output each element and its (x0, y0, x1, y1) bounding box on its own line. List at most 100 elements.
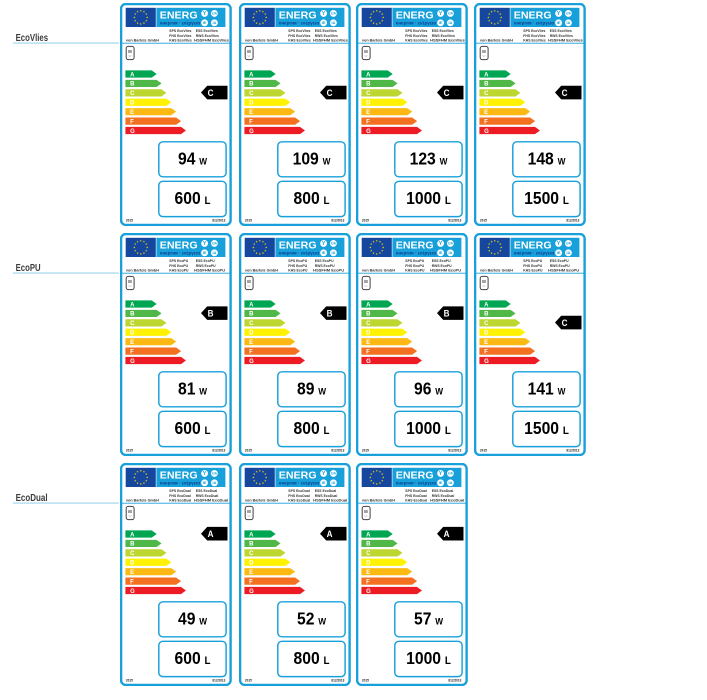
svg-text:A: A (326, 529, 332, 540)
svg-text:KHS EcoVlies: KHS EcoVlies (523, 39, 546, 43)
svg-text:600: 600 (175, 418, 201, 438)
svg-text:KHS EcoVlies: KHS EcoVlies (170, 39, 193, 43)
svg-text:2015: 2015 (244, 219, 251, 223)
svg-text:FHS EcoDual: FHS EcoDual (405, 494, 427, 498)
svg-text:von Bartels GmbH: von Bartels GmbH (244, 39, 277, 43)
svg-text:ENERG: ENERG (160, 11, 198, 22)
svg-text:KHS EcoDual: KHS EcoDual (288, 498, 310, 502)
svg-text:141: 141 (528, 378, 554, 398)
svg-text:von Bartels GmbH: von Bartels GmbH (244, 269, 277, 273)
svg-text:C: C (562, 88, 568, 99)
svg-text:енергия · ενέργεια: енергия · ενέργεια (160, 251, 200, 256)
svg-text:D: D (249, 331, 254, 337)
svg-text:2015: 2015 (244, 678, 251, 682)
svg-text:RWS EcoPU: RWS EcoPU (314, 264, 334, 268)
svg-text:D: D (484, 101, 489, 107)
svg-text:E: E (484, 110, 488, 116)
svg-text:HSSFHM EcoVlies: HSSFHM EcoVlies (430, 39, 465, 43)
svg-text:IJA: IJA (212, 242, 218, 246)
svg-text:L: L (563, 195, 569, 207)
svg-text:812/2013: 812/2013 (331, 449, 344, 453)
svg-text:SPS EcoPU: SPS EcoPU (523, 259, 542, 263)
svg-text:E: E (130, 110, 134, 116)
svg-text:A: A (366, 532, 371, 538)
svg-text:HSSFHM EcoPU: HSSFHM EcoPU (195, 269, 226, 273)
svg-text:F: F (249, 119, 253, 125)
svg-text:IJA: IJA (448, 12, 454, 16)
svg-text:W: W (440, 156, 448, 166)
svg-text:ESS EcoVlies: ESS EcoVlies (196, 29, 218, 33)
svg-text:HSSFHM EcoVlies: HSSFHM EcoVlies (195, 39, 230, 43)
svg-text:ESS EcoPU: ESS EcoPU (196, 259, 215, 263)
svg-text:A: A (208, 529, 214, 540)
svg-text:IE: IE (203, 481, 207, 485)
svg-text:W: W (435, 386, 443, 396)
svg-text:von Bartels GmbH: von Bartels GmbH (480, 39, 513, 43)
svg-text:IJA: IJA (330, 242, 336, 246)
svg-text:C: C (249, 91, 254, 97)
svg-text:Y: Y (321, 241, 325, 247)
svg-text:IA: IA (449, 251, 453, 255)
svg-text:G: G (130, 359, 135, 365)
svg-text:SPS EcoVlies: SPS EcoVlies (523, 29, 545, 33)
svg-text:ESS EcoVlies: ESS EcoVlies (432, 29, 454, 33)
svg-text:2015: 2015 (126, 219, 133, 223)
svg-text:812/2013: 812/2013 (566, 449, 579, 453)
svg-text:96: 96 (414, 378, 432, 398)
svg-text:енергия · ενέργεια: енергия · ενέργεια (278, 21, 318, 26)
svg-text:IA: IA (213, 21, 217, 25)
svg-text:G: G (130, 129, 135, 135)
svg-text:енергия · ενέργεια: енергия · ενέργεια (514, 21, 554, 26)
svg-text:IA: IA (331, 251, 335, 255)
svg-text:SPS EcoVlies: SPS EcoVlies (288, 29, 310, 33)
svg-text:1000: 1000 (406, 648, 441, 668)
svg-text:A: A (484, 72, 489, 78)
svg-text:B: B (249, 82, 254, 88)
svg-text:123: 123 (410, 148, 436, 168)
svg-text:SPS EcoPU: SPS EcoPU (170, 259, 189, 263)
svg-text:FHS EcoVlies: FHS EcoVlies (170, 34, 192, 38)
svg-text:FHS EcoPU: FHS EcoPU (405, 264, 424, 268)
svg-text:ESS EcoPU: ESS EcoPU (432, 259, 451, 263)
svg-text:IE: IE (203, 21, 207, 25)
svg-text:F: F (366, 349, 370, 355)
svg-text:94: 94 (178, 148, 196, 168)
svg-text:HSSFHM EcoPU: HSSFHM EcoPU (313, 269, 344, 273)
svg-text:E: E (249, 110, 253, 116)
svg-text:von Bartels GmbH: von Bartels GmbH (362, 498, 395, 502)
svg-text:C: C (208, 88, 214, 99)
svg-text:812/2013: 812/2013 (448, 678, 461, 682)
svg-text:D: D (366, 560, 371, 566)
svg-text:L: L (323, 195, 329, 207)
svg-text:800: 800 (293, 418, 319, 438)
svg-text:von Bartels GmbH: von Bartels GmbH (126, 269, 159, 273)
svg-text:B: B (130, 82, 135, 88)
svg-text:IJA: IJA (566, 242, 572, 246)
svg-text:A: A (366, 72, 371, 78)
svg-text:енергия · ενέργεια: енергия · ενέργεια (278, 480, 318, 485)
svg-text:C: C (249, 321, 254, 327)
svg-text:2015: 2015 (126, 678, 133, 682)
svg-text:812/2013: 812/2013 (448, 449, 461, 453)
svg-text:2015: 2015 (126, 449, 133, 453)
svg-text:G: G (249, 129, 254, 135)
svg-text:HSSFHM EcoVlies: HSSFHM EcoVlies (548, 39, 583, 43)
svg-text:ESS EcoDual: ESS EcoDual (314, 489, 336, 493)
svg-text:Y: Y (321, 471, 325, 477)
svg-text:C: C (366, 91, 371, 97)
svg-text:енергия · ενέργεια: енергия · ενέργεια (396, 251, 436, 256)
svg-text:von Bartels GmbH: von Bartels GmbH (126, 39, 159, 43)
svg-text:A: A (130, 532, 135, 538)
svg-text:IJA: IJA (448, 471, 454, 475)
svg-text:SPS EcoDual: SPS EcoDual (405, 489, 427, 493)
svg-text:L: L (205, 195, 211, 207)
svg-text:G: G (249, 589, 254, 595)
svg-text:E: E (130, 340, 134, 346)
svg-text:D: D (249, 101, 254, 107)
svg-text:KHS EcoPU: KHS EcoPU (170, 269, 189, 273)
svg-text:A: A (484, 302, 489, 308)
svg-text:SPS EcoPU: SPS EcoPU (288, 259, 307, 263)
svg-text:W: W (200, 616, 208, 626)
svg-text:RWS EcoPU: RWS EcoPU (432, 264, 452, 268)
svg-text:IA: IA (449, 481, 453, 485)
